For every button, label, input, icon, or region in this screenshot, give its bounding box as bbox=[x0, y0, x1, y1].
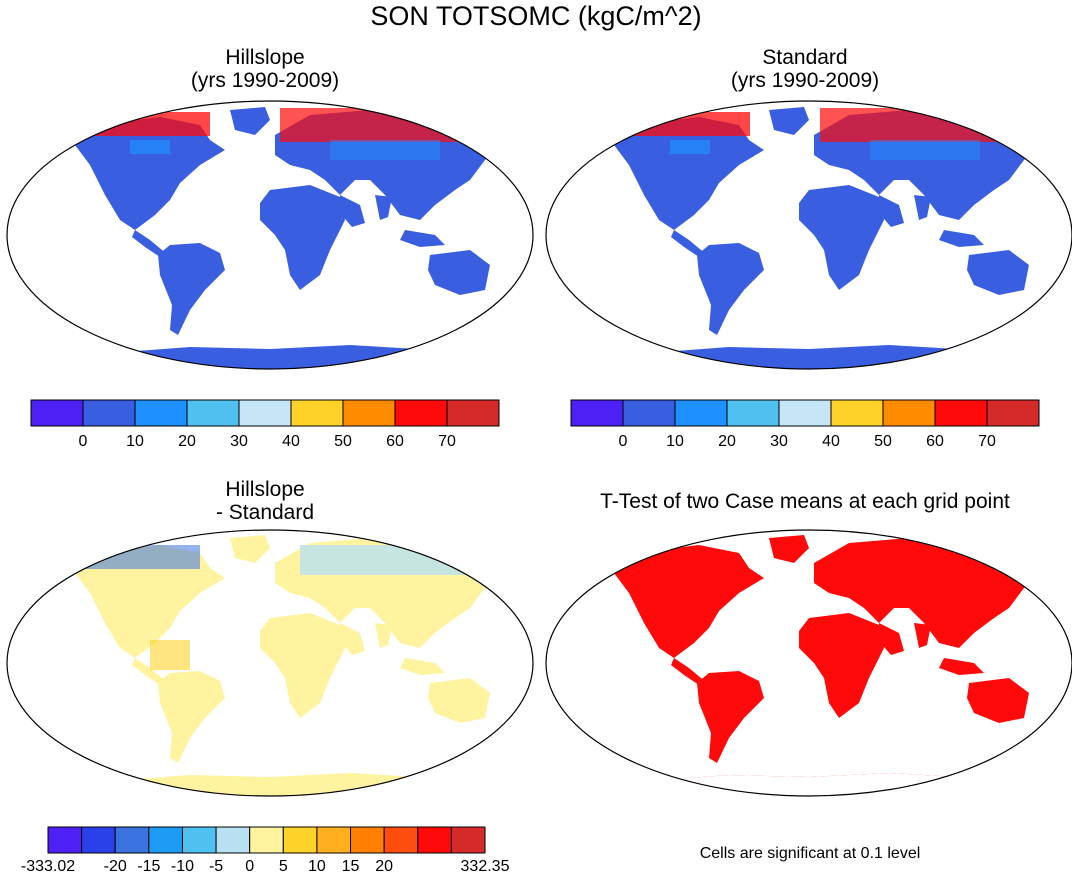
colorbar-difference-swatch bbox=[81, 826, 116, 854]
colorbar-hillslope-swatch bbox=[342, 399, 396, 427]
colorbar-difference-swatch bbox=[316, 826, 352, 854]
colorbar-difference-tick-label: 332.35 bbox=[461, 858, 510, 873]
colorbar-difference-tick-label: 10 bbox=[308, 858, 326, 873]
colorbar-standard: 0 10 20 30 40 50 60 70 bbox=[570, 399, 1040, 450]
colorbar-standard-tick-label: 20 bbox=[718, 433, 736, 450]
hillslope-map bbox=[7, 101, 533, 369]
colorbar-difference-swatch bbox=[383, 826, 419, 854]
standard-title-line1: Standard bbox=[762, 46, 848, 69]
colorbar-hillslope-swatch bbox=[238, 399, 292, 427]
colorbar-hillslope-swatch bbox=[394, 399, 448, 427]
colorbar-difference: -333.02 -20 -15 -10 -5 0 5 10 15 20 332.35 bbox=[21, 826, 510, 873]
colorbar-standard-swatch bbox=[726, 399, 780, 427]
difference-map-border bbox=[6, 529, 534, 797]
colorbar-difference-tick-label: -20 bbox=[104, 858, 127, 873]
colorbar-hillslope-tick-label: 30 bbox=[230, 433, 248, 450]
colorbar-difference-tick-label: 0 bbox=[245, 858, 254, 873]
colorbar-hillslope-swatch bbox=[186, 399, 240, 427]
colorbar-difference-swatch bbox=[282, 826, 318, 854]
colorbar-difference-swatch bbox=[249, 826, 284, 854]
colorbar-hillslope-tick-label: 70 bbox=[438, 433, 456, 450]
colorbar-standard-swatch bbox=[882, 399, 936, 427]
hillslope-title-line2: (yrs 1990-2009) bbox=[190, 69, 340, 92]
colorbar-standard-swatch bbox=[986, 399, 1040, 427]
colorbar-difference-tick-label: -5 bbox=[209, 858, 223, 873]
standard-map bbox=[546, 101, 1072, 369]
colorbar-hillslope-tick-label: 60 bbox=[386, 433, 404, 450]
standard-title-line2: (yrs 1990-2009) bbox=[730, 69, 880, 92]
colorbar-standard-tick-label: 40 bbox=[822, 433, 840, 450]
colorbar-standard-swatch bbox=[674, 399, 728, 427]
colorbar-standard-swatch bbox=[934, 399, 988, 427]
colorbar-difference-swatch bbox=[215, 826, 251, 854]
hillslope-panel-title: Hillslope (yrs 1990-2009) bbox=[105, 46, 425, 92]
colorbar-hillslope-swatch bbox=[290, 399, 344, 427]
hillslope-title-line1: Hillslope bbox=[225, 46, 305, 69]
colorbar-hillslope-swatch bbox=[30, 399, 84, 427]
ttest-map-border bbox=[545, 529, 1072, 797]
colorbar-difference-tick-label: -15 bbox=[137, 858, 160, 873]
colorbar-difference-tick-label: 5 bbox=[279, 858, 288, 873]
standard-map-border bbox=[545, 100, 1072, 370]
colorbar-hillslope-tick-label: 10 bbox=[126, 433, 144, 450]
colorbar-hillslope-tick-label: 20 bbox=[178, 433, 196, 450]
difference-panel-title: Hillslope - Standard bbox=[105, 478, 425, 524]
colorbar-standard-tick-label: 10 bbox=[666, 433, 684, 450]
colorbar-difference-swatch bbox=[47, 826, 83, 854]
colorbar-difference-tick-label: 20 bbox=[375, 858, 393, 873]
colorbar-hillslope-tick-label: 50 bbox=[334, 433, 352, 450]
colorbar-difference-swatch bbox=[350, 826, 385, 854]
difference-map bbox=[7, 530, 533, 796]
colorbar-difference-swatch bbox=[148, 826, 183, 854]
colorbar-hillslope-tick-label: 40 bbox=[282, 433, 300, 450]
difference-title-line2: - Standard bbox=[215, 501, 315, 524]
colorbar-hillslope-tick-label: 0 bbox=[79, 433, 88, 450]
colorbar-hillslope-swatch bbox=[134, 399, 188, 427]
colorbar-standard-tick-label: 0 bbox=[619, 433, 628, 450]
colorbar-difference-swatch bbox=[181, 826, 217, 854]
colorbar-hillslope-swatch bbox=[446, 399, 500, 427]
significance-note: Cells are significant at 0.1 level bbox=[699, 845, 921, 862]
main-title: SON TOTSOMC (kgC/m^2) bbox=[370, 1, 702, 31]
colorbar-standard-swatch bbox=[622, 399, 676, 427]
hillslope-map-border bbox=[6, 100, 534, 370]
colorbar-hillslope: 0 10 20 30 40 50 60 70 bbox=[30, 399, 500, 450]
difference-title-line1: Hillslope bbox=[225, 478, 305, 501]
standard-panel-title: Standard (yrs 1990-2009) bbox=[645, 46, 965, 92]
colorbar-standard-tick-label: 60 bbox=[926, 433, 944, 450]
colorbar-standard-swatch bbox=[570, 399, 624, 427]
colorbar-hillslope-swatch bbox=[82, 399, 136, 427]
colorbar-standard-tick-label: 50 bbox=[874, 433, 892, 450]
colorbar-difference-tick-label: -333.02 bbox=[21, 858, 75, 873]
ttest-panel-title: T-Test of two Case means at each grid po… bbox=[600, 490, 1010, 513]
colorbar-difference-swatch bbox=[450, 826, 486, 854]
colorbar-difference-tick-label: -10 bbox=[171, 858, 194, 873]
colorbar-standard-tick-label: 30 bbox=[770, 433, 788, 450]
colorbar-standard-tick-label: 70 bbox=[978, 433, 996, 450]
colorbar-difference-swatch bbox=[114, 826, 150, 854]
ttest-map bbox=[546, 530, 1072, 796]
colorbar-standard-swatch bbox=[830, 399, 884, 427]
colorbar-difference-swatch bbox=[417, 826, 452, 854]
colorbar-difference-tick-label: 15 bbox=[342, 858, 360, 873]
colorbar-standard-swatch bbox=[778, 399, 832, 427]
